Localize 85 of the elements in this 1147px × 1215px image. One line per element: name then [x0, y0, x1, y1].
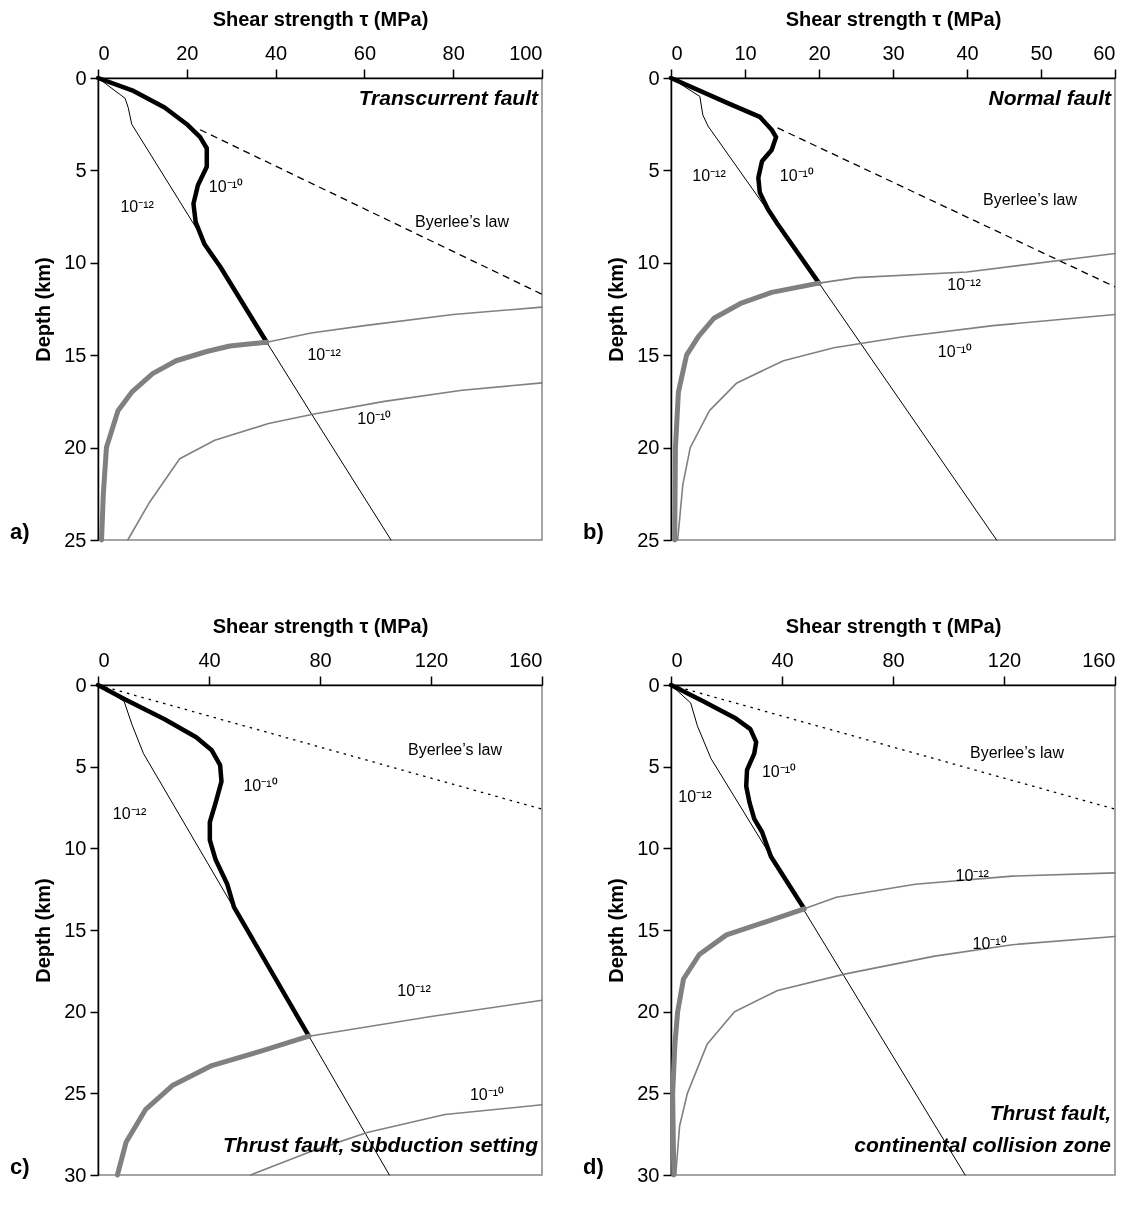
series-label: Byerlee’s law: [408, 741, 503, 759]
y-tick-label: 5: [648, 158, 660, 181]
series-label: 10⁻¹²: [397, 981, 432, 999]
y-tick-label: 20: [64, 1000, 87, 1023]
text: a): [10, 519, 30, 544]
series-label: 10⁻¹²: [120, 198, 155, 216]
series-label: 10⁻¹²: [678, 787, 713, 805]
x-tick-label: 120: [987, 648, 1022, 671]
series-label: Byerlee’s law: [415, 213, 510, 231]
series-label: 10⁻¹²: [947, 276, 982, 294]
x-tick-label: 80: [882, 648, 905, 671]
y-tick-label: 0: [648, 66, 660, 89]
x-axis-title: Shear strength τ (MPa): [785, 614, 1002, 637]
series-label: 10⁻¹⁰: [243, 777, 278, 795]
x-tick-label: 80: [442, 41, 465, 64]
series-label: 10⁻¹²: [307, 346, 342, 364]
x-axis-title: Shear strength τ (MPa): [785, 7, 1002, 30]
text: b): [583, 519, 604, 544]
y-tick-label: 15: [637, 918, 660, 941]
y-tick-label: 25: [64, 1081, 87, 1104]
series-label: 10⁻¹⁰: [779, 166, 814, 184]
series-label: 10⁻¹⁰: [972, 935, 1007, 953]
x-tick-label: 160: [509, 648, 543, 671]
x-axis-title: Shear strength τ (MPa): [212, 614, 429, 637]
annotation: Thrust fault, continental collision zone: [854, 1101, 1112, 1156]
x-tick-label: 0: [671, 648, 683, 671]
x-tick-label: 0: [671, 41, 683, 64]
x-tick-label: 120: [414, 648, 449, 671]
x-axis-title: Shear strength τ (MPa): [212, 7, 429, 30]
y-tick-label: 20: [637, 1000, 660, 1023]
y-tick-label: 25: [64, 528, 87, 551]
y-tick-label: 10: [64, 836, 87, 859]
x-tick-label: 60: [353, 41, 377, 64]
y-axis-title: Depth (km): [605, 257, 628, 362]
series-label: 10⁻¹⁰: [761, 762, 797, 780]
x-tick-label: 0: [98, 41, 110, 64]
y-tick-label: 20: [637, 436, 660, 459]
y-axis-title: Depth (km): [32, 257, 55, 362]
annotation: Normal fault: [988, 86, 1112, 109]
x-tick-label: 30: [882, 41, 905, 64]
x-tick-label: 0: [98, 648, 110, 671]
x-tick-label: 160: [1082, 648, 1116, 671]
y-tick-label: 0: [75, 66, 87, 89]
x-tick-label: 100: [509, 41, 543, 64]
y-tick-label: 10: [64, 251, 87, 274]
x-tick-label: 40: [198, 648, 221, 671]
y-tick-label: 5: [648, 755, 660, 778]
y-tick-label: 5: [75, 158, 87, 181]
x-tick-label: 50: [1030, 41, 1053, 64]
y-tick-label: 30: [64, 1163, 87, 1186]
series-label: 10⁻¹²: [692, 167, 727, 185]
series-label: 10⁻¹²: [112, 804, 147, 822]
series-label: 10⁻¹⁰: [937, 342, 972, 360]
x-tick-label: 80: [309, 648, 332, 671]
y-tick-label: 25: [637, 528, 660, 551]
x-tick-label: 40: [771, 648, 794, 671]
x-tick-label: 20: [176, 41, 199, 64]
x-tick-label: 20: [808, 41, 831, 64]
x-tick-label: 60: [1093, 41, 1116, 64]
x-tick-label: 40: [956, 41, 979, 64]
y-tick-label: 5: [75, 755, 87, 778]
x-tick-label: 10: [734, 41, 757, 64]
series-label: 10⁻¹⁰: [357, 410, 392, 428]
y-tick-label: 10: [637, 251, 660, 274]
y-tick-label: 15: [637, 343, 660, 366]
y-tick-label: 20: [64, 436, 87, 459]
series-label: Byerlee’s law: [970, 744, 1065, 762]
y-tick-label: 15: [64, 918, 87, 941]
y-tick-label: 15: [64, 343, 87, 366]
series-label: 10⁻¹⁰: [208, 178, 243, 196]
y-tick-label: 0: [648, 673, 660, 696]
text: c): [10, 1154, 30, 1179]
y-axis-title: Depth (km): [605, 878, 628, 983]
annotation: Thrust fault, subduction setting: [223, 1133, 539, 1156]
series-label: 10⁻¹²: [955, 867, 990, 885]
y-tick-label: 10: [637, 836, 660, 859]
text: d): [583, 1154, 604, 1179]
series-label: 10⁻¹⁰: [469, 1085, 505, 1103]
series-label: Byerlee’s law: [983, 190, 1078, 208]
y-tick-label: 30: [637, 1163, 660, 1186]
x-tick-label: 40: [264, 41, 288, 64]
y-axis-title: Depth (km): [32, 878, 55, 983]
y-tick-label: 25: [637, 1081, 660, 1104]
annotation: Transcurrent fault: [358, 86, 539, 109]
y-tick-label: 0: [75, 673, 87, 696]
